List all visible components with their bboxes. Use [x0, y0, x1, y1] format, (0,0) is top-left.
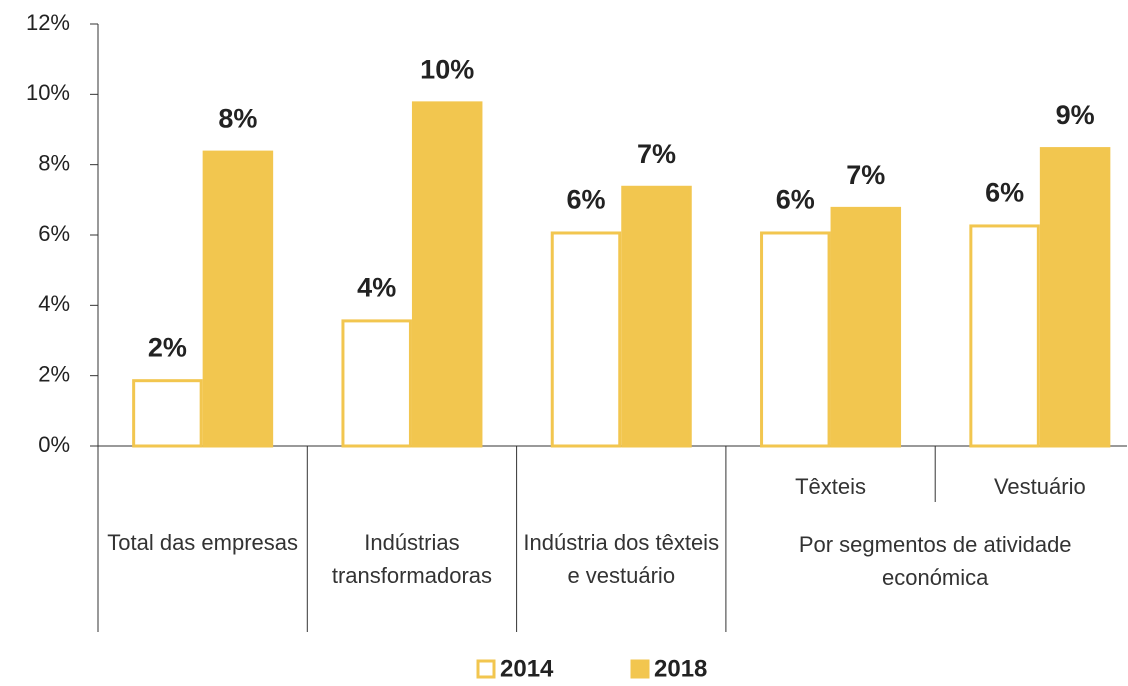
bar: [760, 231, 831, 448]
bar: [550, 231, 622, 448]
bar: [132, 379, 203, 448]
x-tick-label: Têxteis: [795, 474, 866, 499]
bar: [830, 206, 902, 448]
legend-label: 2014: [500, 655, 554, 682]
bar: [202, 150, 274, 448]
legend-swatch: [476, 659, 496, 679]
x-tick-label: Total das empresas: [107, 530, 299, 555]
value-label: 8%: [218, 104, 257, 134]
x-tick-label: Indústrias transformadoras: [331, 530, 493, 588]
bar: [411, 101, 483, 448]
value-label: 6%: [985, 178, 1024, 208]
value-label: 7%: [637, 139, 676, 169]
value-label: 6%: [566, 185, 605, 215]
y-tick-label: 8%: [38, 150, 70, 175]
legend-label: 2018: [654, 655, 707, 682]
value-label: 9%: [1056, 100, 1095, 130]
y-tick-label: 12%: [26, 10, 70, 35]
value-label: 2%: [148, 332, 187, 362]
x-tick-label: Indústria dos têxteis e vestuário: [523, 530, 720, 588]
legend-swatch: [630, 659, 650, 679]
y-tick-label: 10%: [26, 80, 70, 105]
value-label: 4%: [357, 273, 396, 303]
y-tick-label: 6%: [38, 221, 70, 246]
bar: [621, 185, 692, 448]
bar: [969, 224, 1040, 448]
value-label: 6%: [776, 185, 815, 215]
value-label: 10%: [420, 54, 474, 84]
y-tick-label: 0%: [38, 432, 70, 457]
category-group-label: Por segmentos de atividade económica: [798, 532, 1072, 590]
x-tick-label: Vestuário: [993, 474, 1086, 499]
bar: [341, 319, 412, 448]
y-tick-label: 4%: [38, 291, 70, 316]
y-tick-label: 2%: [38, 361, 70, 386]
bar: [1039, 147, 1111, 448]
value-label: 7%: [846, 160, 885, 190]
